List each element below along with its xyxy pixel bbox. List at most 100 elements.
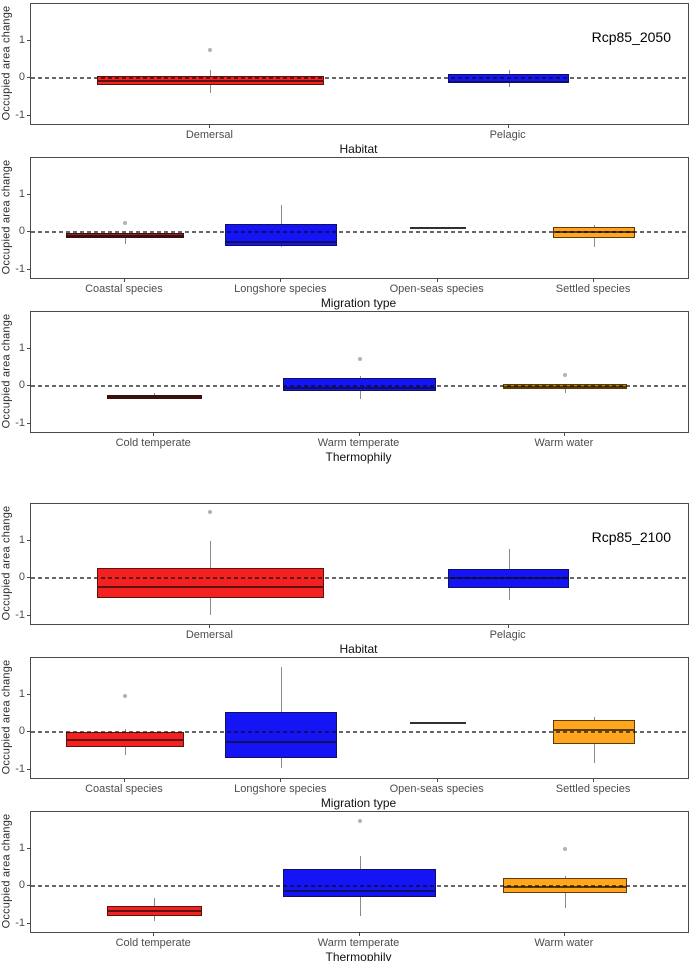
x-tick-mark <box>507 125 509 128</box>
outlier-point <box>562 846 567 851</box>
y-tick-mark <box>27 847 30 849</box>
x-category-label: Warm water <box>534 937 594 949</box>
outlier-point <box>208 47 213 52</box>
median-line <box>282 889 437 892</box>
median-line <box>66 739 184 742</box>
y-tick-mark <box>27 39 30 41</box>
plot-area <box>30 3 689 125</box>
y-axis-label: Occupied area change <box>0 811 13 931</box>
box-settled-species <box>552 720 636 744</box>
plot-area <box>30 503 689 625</box>
outlier-point <box>562 372 567 377</box>
x-tick-mark <box>593 779 595 782</box>
y-tick-mark <box>27 268 30 270</box>
y-axis-label: Occupied area change <box>0 3 13 123</box>
plot-area <box>30 811 689 933</box>
x-category-label: Warm temperate <box>317 437 400 449</box>
x-tick-mark <box>507 625 509 628</box>
y-tick-label: 1 <box>18 687 25 700</box>
median-line <box>225 741 338 744</box>
plot-area <box>30 157 689 279</box>
y-axis-label-text: Occupied area change <box>0 5 12 121</box>
scenario-annotation: Rcp85_2100 <box>591 529 671 545</box>
y-tick-mark <box>27 577 30 579</box>
y-axis-label-text: Occupied area change <box>0 659 12 775</box>
whisker-line <box>124 233 126 244</box>
x-category-label: Demersal <box>185 629 233 641</box>
y-tick-label: 1 <box>18 533 25 546</box>
x-category-label: Cold temperate <box>115 937 191 949</box>
y-tick-mark <box>27 693 30 695</box>
panel-rcp85-2100-thermophily: Occupied area change -1 0 1 Cold temperate Wa… <box>0 811 693 961</box>
y-tick-mark <box>27 539 30 541</box>
y-axis-label-text: Occupied area change <box>0 159 12 275</box>
x-tick-mark <box>563 933 565 936</box>
x-axis-title: Migration type <box>320 296 397 310</box>
median-line <box>225 241 338 243</box>
y-tick-mark <box>27 347 30 349</box>
y-axis-label-text: Occupied area change <box>0 313 12 429</box>
outlier-point <box>122 693 127 698</box>
x-category-label: Pelagic <box>489 129 526 141</box>
x-tick-mark <box>280 279 282 282</box>
median-line <box>106 395 202 398</box>
y-tick-label: 0 <box>18 379 25 392</box>
x-tick-mark <box>153 433 155 436</box>
y-axis-label-text: Occupied area change <box>0 505 12 621</box>
median-line <box>447 577 570 580</box>
panel-rcp85-2100-migration: Occupied area change -1 0 1 Coastal species L… <box>0 657 693 811</box>
x-axis-title: Habitat <box>339 642 378 656</box>
y-tick-mark <box>27 768 30 770</box>
plot-area <box>30 311 689 433</box>
y-tick-label: 0 <box>18 879 25 892</box>
x-category-label: Settled species <box>555 283 631 295</box>
x-category-label: Coastal species <box>85 283 163 295</box>
y-tick-label: 1 <box>18 187 25 200</box>
y-tick-mark <box>27 614 30 616</box>
y-tick-mark <box>27 193 30 195</box>
y-tick-label: 1 <box>18 341 25 354</box>
y-tick-label: -1 <box>15 608 25 621</box>
x-category-label: Warm water <box>534 437 594 449</box>
scenario-annotation: Rcp85_2050 <box>591 29 671 45</box>
median-line <box>409 721 466 724</box>
y-axis-label-text: Occupied area change <box>0 813 12 929</box>
y-tick-mark <box>27 731 30 733</box>
x-tick-mark <box>209 125 211 128</box>
x-tick-mark <box>123 279 125 282</box>
outlier-point <box>208 509 213 514</box>
x-category-label: Demersal <box>185 129 233 141</box>
panel-rcp85-2050-thermophily: Occupied area change -1 0 1 Cold temperate Wa… <box>0 311 693 465</box>
outlier-point <box>357 357 362 362</box>
x-category-label: Settled species <box>555 783 631 795</box>
box-longshore-species <box>225 224 338 247</box>
x-category-label: Coastal species <box>85 783 163 795</box>
box-warm-temperate <box>282 869 437 897</box>
x-axis-title: Thermophily <box>325 450 392 464</box>
y-tick-mark <box>27 231 30 233</box>
y-tick-label: 0 <box>18 571 25 584</box>
median-line <box>97 585 324 588</box>
median-line <box>282 386 437 389</box>
plot-area <box>30 657 689 779</box>
median-line <box>66 234 184 237</box>
y-tick-label: -1 <box>15 108 25 121</box>
y-tick-mark <box>27 385 30 387</box>
x-tick-mark <box>209 625 211 628</box>
x-axis-title: Habitat <box>339 142 378 156</box>
x-axis-title: Thermophily <box>325 950 392 961</box>
y-axis-label: Occupied area change <box>0 503 13 623</box>
y-axis-label: Occupied area change <box>0 157 13 277</box>
panel-rcp85-2050-migration: Occupied area change -1 0 1 Coastal species L… <box>0 157 693 311</box>
median-line <box>447 80 570 83</box>
median-line <box>106 909 202 912</box>
y-tick-label: 0 <box>18 71 25 84</box>
x-tick-mark <box>280 779 282 782</box>
x-tick-mark <box>563 433 565 436</box>
box-longshore-species <box>225 712 338 758</box>
x-tick-mark <box>123 779 125 782</box>
panel-rcp85-2050-habitat: Occupied area change -1 0 1 Demersal Pelagic H… <box>0 3 693 157</box>
y-tick-mark <box>27 422 30 424</box>
box-demersal <box>97 568 324 598</box>
